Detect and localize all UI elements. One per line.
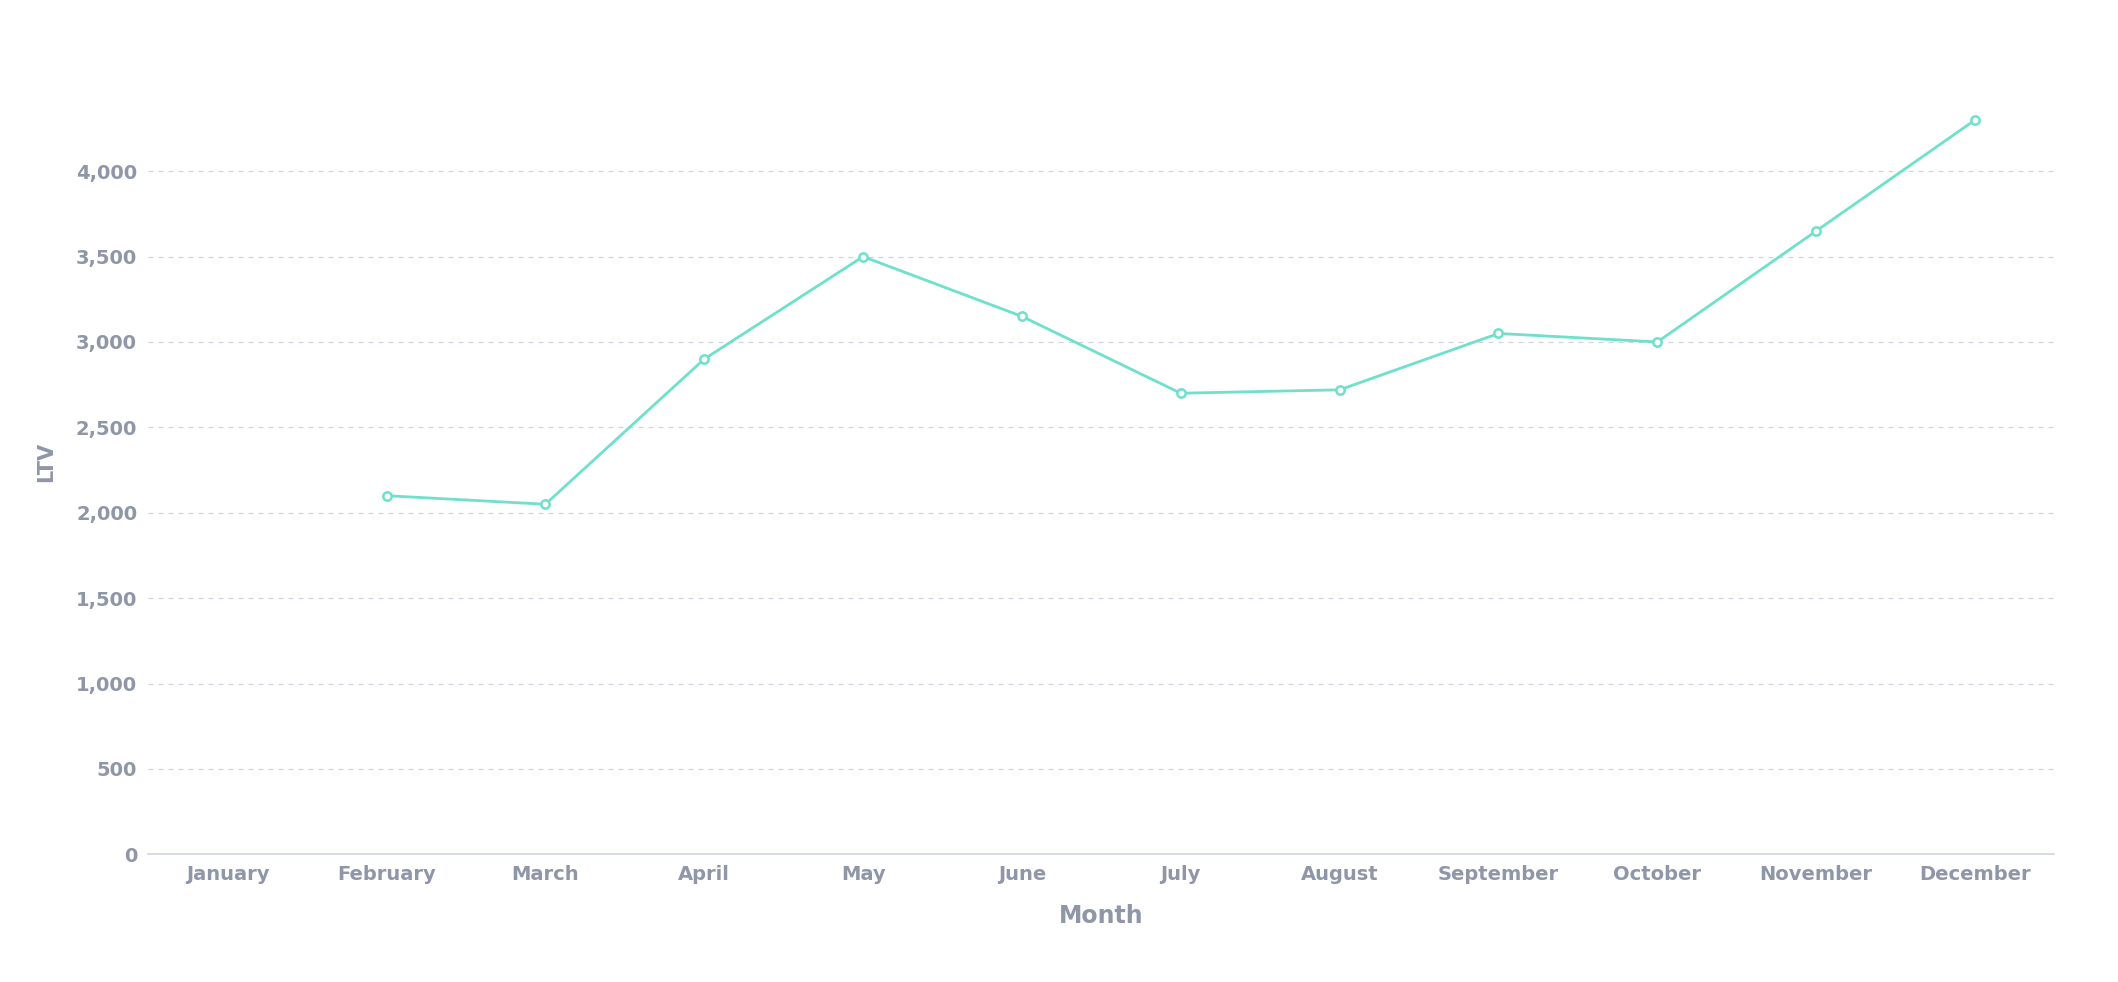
X-axis label: Month: Month xyxy=(1059,903,1144,928)
Y-axis label: LTV: LTV xyxy=(36,442,57,481)
